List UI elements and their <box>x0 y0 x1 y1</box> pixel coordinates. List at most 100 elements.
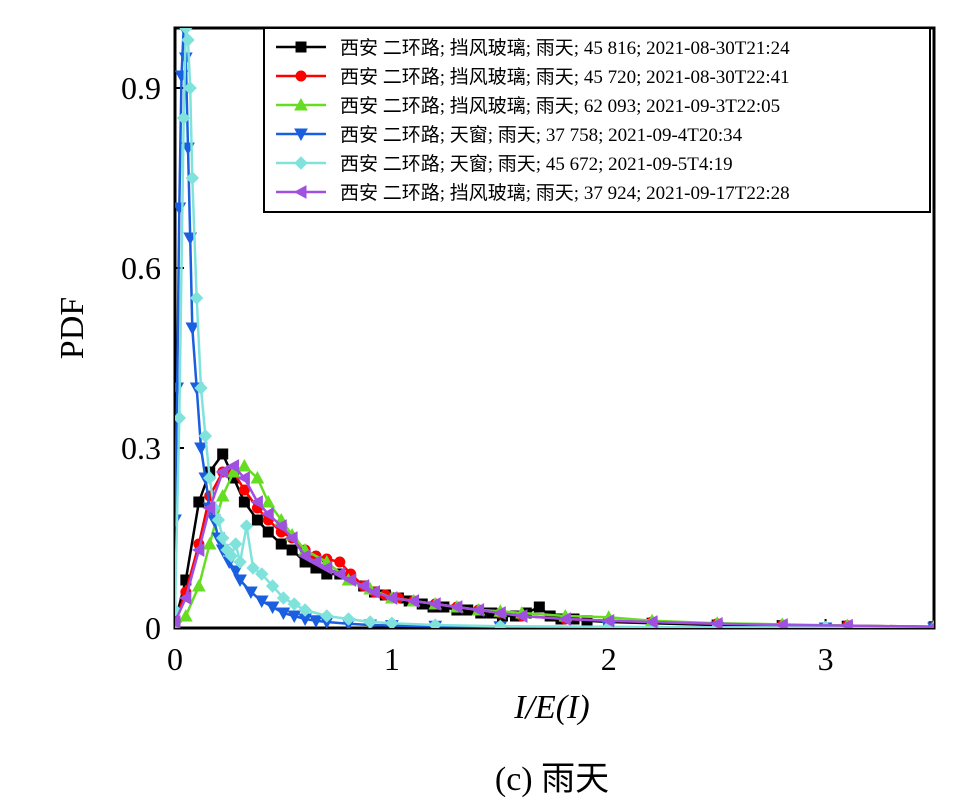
x-tick-label: 2 <box>601 641 617 677</box>
series-5 <box>175 28 934 628</box>
data-point <box>250 470 265 484</box>
data-point <box>175 603 182 617</box>
data-point <box>226 464 241 478</box>
data-point <box>250 495 263 509</box>
data-point <box>298 549 311 563</box>
x-axis-title: I/E(I) <box>513 689 590 726</box>
data-point <box>298 603 312 617</box>
legend-marker <box>294 156 308 170</box>
data-point <box>261 507 274 521</box>
data-point <box>265 579 280 593</box>
data-point <box>185 322 200 336</box>
legend-entry: 西安 二环路; 挡风玻璃; 雨天; 62 093; 2021-09-3T22:0… <box>276 95 780 117</box>
x-tick-label: 0 <box>167 641 183 677</box>
x-tick-label: 3 <box>818 641 834 677</box>
data-point <box>276 607 291 621</box>
data-point <box>343 573 357 587</box>
data-point <box>226 459 240 473</box>
data-point <box>341 612 356 626</box>
data-point <box>265 601 280 615</box>
data-point <box>840 618 853 628</box>
data-point <box>428 597 441 611</box>
legend-marker <box>294 128 308 142</box>
data-point <box>493 619 507 628</box>
legend-marker <box>294 97 308 111</box>
data-point <box>238 484 250 496</box>
data-point <box>202 501 216 515</box>
data-point <box>175 514 182 528</box>
legend-label: 西安 二环路; 天窗; 雨天; 37 758; 2021-09-4T20:34 <box>340 124 743 146</box>
data-point <box>334 556 346 568</box>
legend-label: 西安 二环路; 天窗; 雨天; 45 672; 2021-09-5T4:19 <box>340 153 733 175</box>
legend-entry: 西安 二环路; 天窗; 雨天; 45 672; 2021-09-5T4:19 <box>276 153 733 175</box>
figure-caption: (c) 雨天 <box>495 761 609 798</box>
data-point <box>239 519 254 533</box>
legend-entry: 西安 二环路; 挡风玻璃; 雨天; 37 924; 2021-09-17T22:… <box>276 182 790 204</box>
data-point <box>192 578 206 592</box>
data-point <box>775 618 788 628</box>
data-point <box>246 561 260 575</box>
data-point <box>601 613 615 628</box>
data-point <box>228 565 243 579</box>
legend-box <box>263 27 931 213</box>
data-point <box>493 606 506 620</box>
legend-entry: 西安 二环路; 挡风玻璃; 雨天; 45 816; 2021-08-30T21:… <box>276 37 790 59</box>
data-point <box>229 537 243 551</box>
data-point <box>198 429 213 443</box>
y-tick-label: 0.3 <box>121 430 161 466</box>
data-point <box>251 514 263 526</box>
data-point <box>176 111 191 125</box>
legend-label: 西安 二环路; 挡风玻璃; 雨天; 37 924; 2021-09-17T22:… <box>340 182 790 204</box>
data-point <box>224 549 239 563</box>
data-point <box>237 471 250 485</box>
data-point <box>406 594 420 608</box>
legend-marker <box>295 70 307 82</box>
data-point <box>286 544 298 556</box>
data-point <box>285 531 298 545</box>
data-point <box>179 28 193 35</box>
data-point <box>181 33 195 47</box>
data-point <box>287 610 302 624</box>
data-point <box>216 531 230 545</box>
data-point <box>175 411 187 425</box>
data-point <box>255 567 269 581</box>
data-point <box>384 591 398 605</box>
data-point <box>179 608 193 622</box>
data-point <box>194 381 208 395</box>
data-point <box>217 448 229 460</box>
data-point <box>211 513 226 527</box>
legend: 西安 二环路; 挡风玻璃; 雨天; 45 816; 2021-08-30T21:… <box>263 27 931 213</box>
y-tick-label: 0.9 <box>121 70 161 106</box>
data-point <box>189 291 204 305</box>
data-point <box>275 538 287 550</box>
data-point <box>319 561 333 575</box>
y-axis-title: PDF <box>54 297 91 359</box>
data-point <box>309 615 323 628</box>
data-point <box>202 536 217 550</box>
data-point <box>274 519 287 533</box>
legend-marker <box>293 185 307 199</box>
legend-entry: 西安 二环路; 挡风玻璃; 雨天; 45 720; 2021-08-30T22:… <box>276 66 790 88</box>
legend-marker <box>295 41 307 53</box>
data-point <box>185 171 200 185</box>
data-point <box>215 488 230 502</box>
data-point <box>238 496 250 508</box>
data-point <box>385 616 399 628</box>
data-point <box>193 496 205 508</box>
y-tick-label: 0 <box>145 610 161 646</box>
data-point <box>514 609 528 623</box>
data-point <box>233 574 247 588</box>
data-point <box>428 618 442 628</box>
data-point <box>308 555 322 569</box>
data-point <box>287 597 301 611</box>
data-point <box>710 616 723 628</box>
data-point <box>175 382 185 396</box>
data-point <box>276 591 291 605</box>
data-point <box>558 612 571 626</box>
data-point <box>367 585 381 599</box>
data-point <box>202 471 217 485</box>
data-point <box>183 81 197 95</box>
y-tick-label: 0.6 <box>121 250 161 286</box>
data-point <box>926 622 934 628</box>
